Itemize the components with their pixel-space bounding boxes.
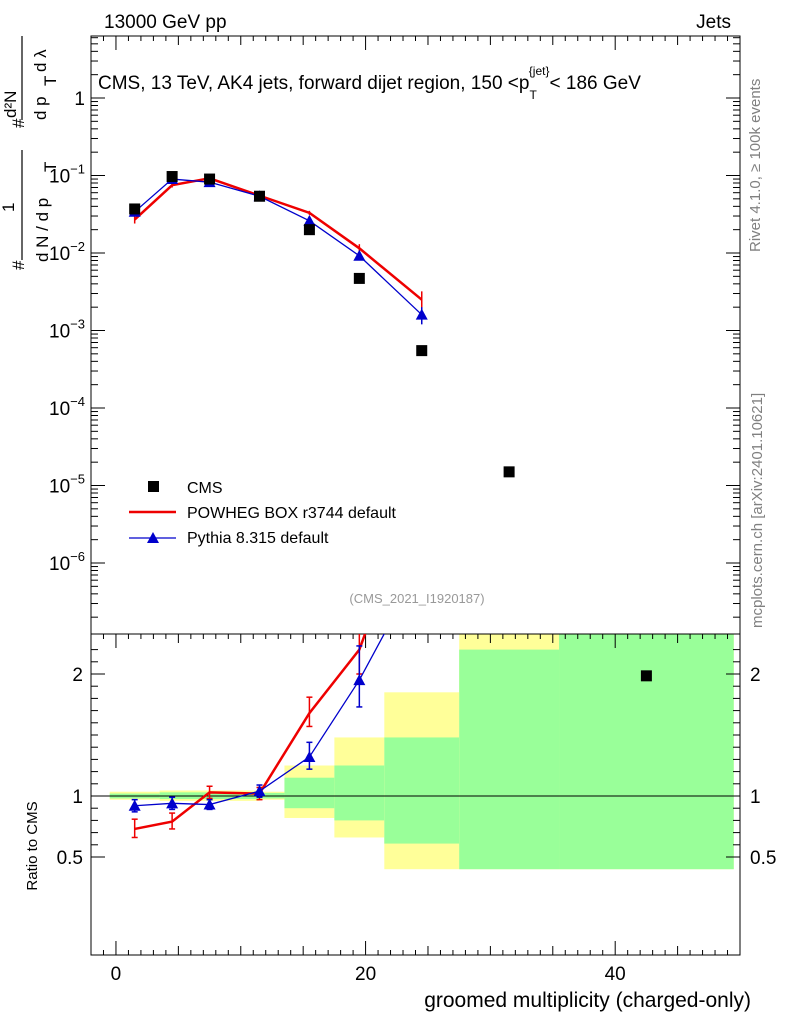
svg-text:T: T [41,76,60,86]
powheg-line [133,177,423,301]
mcplots-label: mcplots.cern.ch [arXiv:2401.10621] [749,393,766,628]
x-tick-label-2: 40 [605,964,626,985]
pythia-line [134,178,423,316]
cms-point-8 [640,670,652,682]
ratio-pythia-point-1 [166,797,179,809]
svg-text:d p: d p [31,96,50,120]
cms-point-6 [416,345,428,357]
main-ytick-label-5: 10−5 [49,472,85,498]
band-inner-5 [384,737,460,844]
ratio-ytick-label-2: 2 [72,665,83,686]
ratio-pythia-point-0 [128,799,141,811]
ratio-ytick-label-right-0: 0.5 [750,848,776,869]
main-ytick-label-0: 1 [74,89,85,110]
legend-pythia-marker [147,532,159,543]
band-inner-7 [559,634,734,870]
legend-cms-marker [148,481,159,492]
x-tick-label-0: 0 [111,964,122,985]
ratio-pythia-point-2 [203,798,216,810]
cms-point-3 [253,190,265,202]
ratio-pythia-point-5 [353,674,366,686]
svg-text:1: 1 [0,203,18,212]
ratio-pythia-point-4 [303,750,316,762]
ratio-series [128,634,385,839]
svg-text:d²N: d²N [1,91,20,118]
ratio-ylabel: Ratio to CMS [24,801,41,890]
main-ytick-label-3: 10−3 [49,317,85,343]
main-ylabel: # 1 d N / d p T # d²N d p T d λ [0,36,60,270]
analysis-reference: (CMS_2021_I1920187) [349,591,484,606]
legend-powheg-label: POWHEG BOX r3744 default [187,505,397,522]
svg-text:#: # [9,118,28,128]
cms-point-1 [166,171,178,183]
rivet-label: Rivet 4.1.0, ≥ 100k events [747,79,764,252]
x-axis-label: groomed multiplicity (charged-only) [424,989,751,1012]
ratio-ytick-label-right-2: 2 [750,665,761,686]
main-ytick-label-4: 10−4 [49,394,85,420]
header-right: Jets [696,12,731,33]
cms-point-7 [503,466,515,478]
main-series [128,173,428,325]
band-inner-6 [459,649,560,870]
legend-pythia-label: Pythia 8.315 default [187,530,329,547]
header-left: 13000 GeV pp [104,12,227,33]
cms-point-2 [204,173,216,185]
svg-text:d N / d p: d N / d p [33,198,52,262]
svg-text:T: T [41,162,60,172]
cms-point-0 [129,203,141,215]
legend-cms-label: CMS [187,480,223,497]
cms-point-5 [353,272,365,284]
main-ytick-label-2: 10−2 [49,239,85,265]
pythia-point-4 [303,214,316,226]
x-tick-label-1: 20 [355,964,376,985]
pythia-point-6 [415,308,428,320]
chart-title: CMS, 13 TeV, AK4 jets, forward dijet reg… [98,64,641,102]
svg-text:#: # [9,260,28,270]
cms-point-4 [303,224,315,236]
main-ytick-label-1: 10−1 [49,162,85,188]
band-inner-3 [284,777,335,809]
ratio-pythia-point-3 [253,785,266,797]
ratio-bands [109,634,734,870]
main-ytick-label-6: 10−6 [49,549,85,575]
ratio-ytick-label-0: 0.5 [57,848,83,869]
ratio-ytick-label-1: 1 [72,787,83,808]
svg-text:d λ: d λ [31,49,50,72]
pythia-point-5 [353,249,366,261]
band-inner-4 [334,765,385,821]
ratio-ytick-label-right-1: 1 [750,787,761,808]
legend: CMS POWHEG BOX r3744 default Pythia 8.31… [129,480,397,547]
